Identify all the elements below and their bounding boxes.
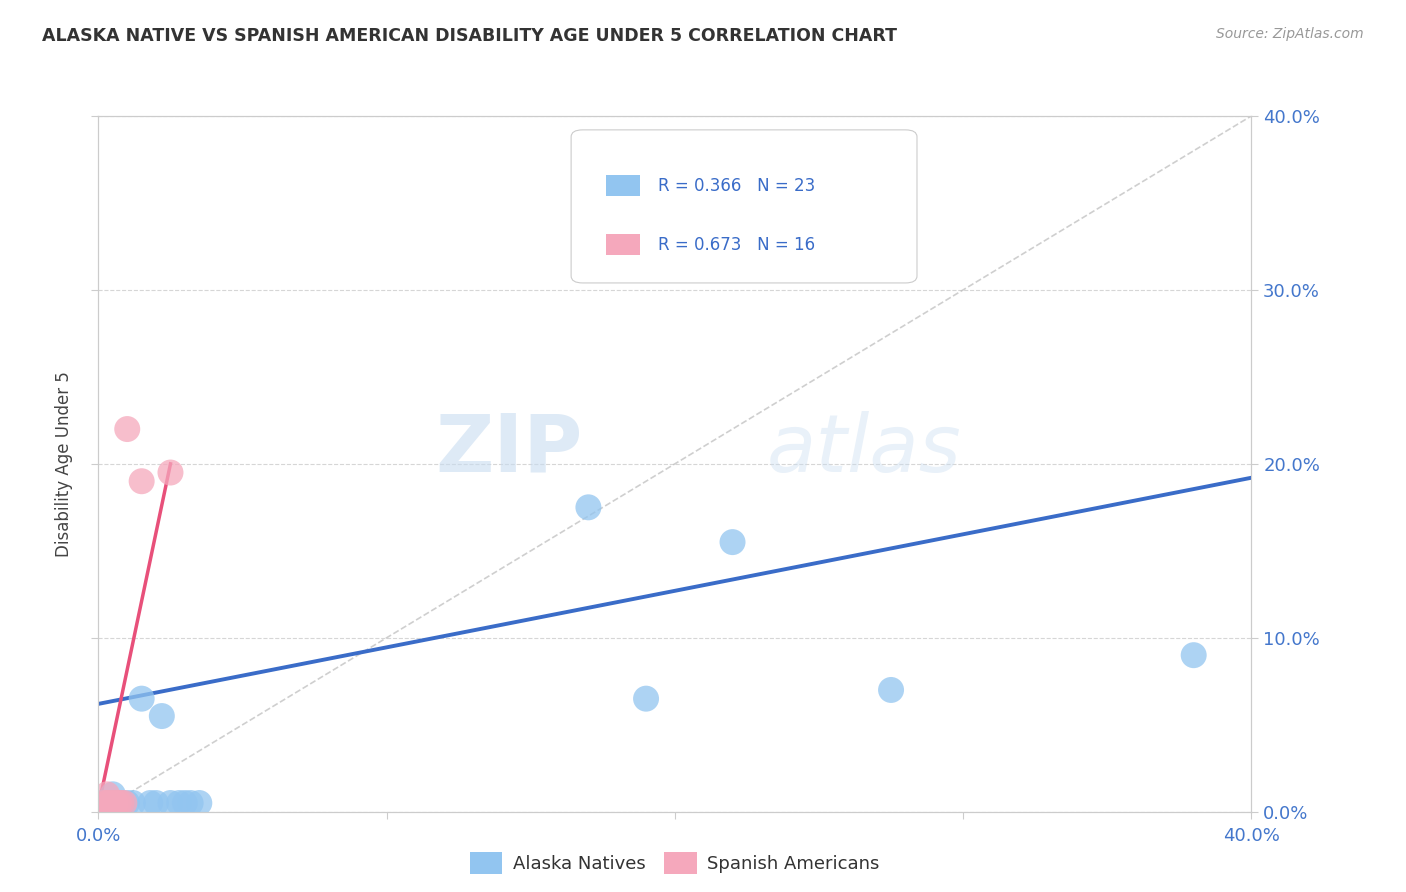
Point — [150, 709, 173, 723]
Point — [93, 799, 115, 814]
Point — [159, 466, 181, 480]
Text: R = 0.673   N = 16: R = 0.673 N = 16 — [658, 235, 814, 253]
Point — [90, 805, 112, 819]
Point — [107, 796, 129, 810]
Point — [117, 796, 139, 810]
Point — [96, 788, 118, 801]
Point — [104, 796, 127, 810]
Point — [578, 500, 600, 515]
Point — [96, 796, 118, 810]
Point — [101, 799, 124, 814]
Point — [101, 788, 124, 801]
Point — [104, 796, 127, 810]
Point — [98, 796, 121, 810]
Point — [174, 796, 197, 810]
Text: Source: ZipAtlas.com: Source: ZipAtlas.com — [1216, 27, 1364, 41]
Point — [1182, 648, 1205, 662]
Point — [110, 796, 132, 810]
Point — [90, 799, 112, 814]
Point — [96, 796, 118, 810]
Text: ZIP: ZIP — [436, 411, 582, 489]
Point — [93, 799, 115, 814]
Point — [90, 805, 112, 819]
Point — [145, 796, 167, 810]
FancyBboxPatch shape — [606, 235, 640, 255]
FancyBboxPatch shape — [606, 175, 640, 196]
Point — [122, 796, 145, 810]
Point — [180, 796, 202, 810]
Point — [880, 683, 903, 698]
Point — [131, 474, 153, 488]
Point — [721, 535, 744, 549]
Point — [98, 796, 121, 810]
Y-axis label: Disability Age Under 5: Disability Age Under 5 — [55, 371, 73, 557]
Point — [93, 796, 115, 810]
Legend: Alaska Natives, Spanish Americans: Alaska Natives, Spanish Americans — [461, 843, 889, 883]
Point — [159, 796, 181, 810]
Point — [90, 796, 112, 810]
Point — [636, 691, 658, 706]
Point — [101, 796, 124, 810]
Text: ALASKA NATIVE VS SPANISH AMERICAN DISABILITY AGE UNDER 5 CORRELATION CHART: ALASKA NATIVE VS SPANISH AMERICAN DISABI… — [42, 27, 897, 45]
Point — [131, 691, 153, 706]
Point — [112, 796, 135, 810]
Point — [110, 796, 132, 810]
Point — [117, 422, 139, 436]
Text: atlas: atlas — [768, 411, 962, 489]
FancyBboxPatch shape — [571, 130, 917, 283]
Point — [188, 796, 211, 810]
Text: R = 0.366   N = 23: R = 0.366 N = 23 — [658, 177, 815, 194]
Point — [139, 796, 162, 810]
Point — [167, 796, 190, 810]
